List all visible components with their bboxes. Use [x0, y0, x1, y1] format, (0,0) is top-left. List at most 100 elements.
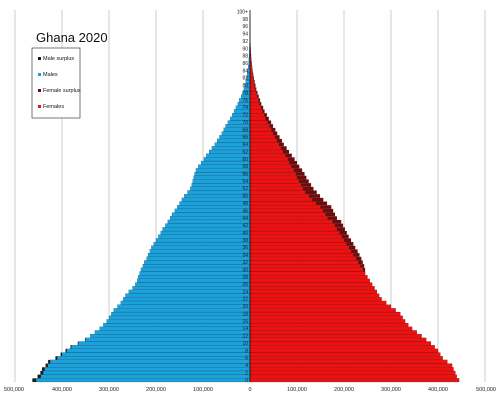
male-surplus-bar — [77, 341, 79, 346]
male-bar — [78, 341, 251, 346]
female-bar — [249, 278, 370, 283]
female-surplus-bar — [262, 109, 265, 114]
age-tick-label: 2 — [245, 370, 248, 376]
female-surplus-bar — [278, 142, 284, 147]
age-tick-label: 62 — [242, 149, 248, 155]
female-bar — [249, 149, 283, 154]
legend-label-female-surplus: Female surplus — [43, 88, 81, 94]
male-bar — [135, 282, 251, 287]
female-bar — [249, 282, 373, 287]
female-surplus-bar — [322, 208, 334, 213]
male-bar — [147, 253, 251, 257]
age-tick-label: 72 — [242, 113, 248, 119]
female-surplus-bar — [305, 190, 317, 195]
female-bar — [249, 238, 345, 243]
female-bar — [249, 227, 338, 232]
female-bar — [249, 378, 460, 383]
female-bar — [249, 245, 349, 250]
male-bar — [140, 267, 251, 272]
male-bar — [151, 245, 251, 250]
x-tick-label: 100,000 — [193, 387, 213, 393]
female-surplus-bar — [260, 105, 264, 110]
female-surplus-bar — [265, 116, 269, 121]
x-tick-label: 200,000 — [146, 387, 166, 393]
female-bar — [249, 322, 409, 327]
female-surplus-bar — [362, 267, 366, 272]
female-surplus-bar — [351, 249, 358, 254]
female-surplus-bar — [256, 91, 258, 95]
age-tick-label: 36 — [242, 245, 248, 251]
male-surplus-bar — [32, 378, 37, 382]
age-labels: 0246810121416182022242628303234363840424… — [237, 9, 248, 383]
female-bar — [249, 341, 432, 346]
age-tick-label: 16 — [242, 319, 248, 325]
female-bar — [249, 293, 380, 298]
female-surplus-bar — [293, 168, 303, 173]
gridlines — [14, 10, 486, 382]
female-bar — [249, 300, 387, 305]
female-surplus-bar — [308, 194, 321, 198]
female-bar — [249, 348, 439, 353]
age-tick-label: 98 — [242, 17, 248, 23]
female-bar — [249, 356, 443, 360]
female-bar — [249, 352, 441, 357]
female-bar — [249, 164, 292, 169]
female-bar — [249, 124, 270, 128]
female-surplus-bar — [287, 157, 295, 162]
male-bar — [174, 208, 251, 213]
age-tick-label: 10 — [242, 341, 248, 347]
age-tick-label: 4 — [245, 363, 248, 369]
male-surplus-bar — [55, 356, 58, 360]
female-bar — [249, 337, 427, 342]
male-surplus-bar — [70, 345, 72, 349]
legend-label-male-surplus: Male surplus — [43, 56, 74, 62]
male-surplus-bar — [45, 363, 48, 368]
female-surplus-bar — [341, 234, 349, 239]
female-surplus-bar — [312, 197, 324, 202]
male-bar — [99, 326, 251, 331]
female-surplus-bar — [252, 68, 253, 73]
female-bar — [249, 256, 356, 261]
female-bar — [249, 116, 266, 121]
male-bar — [94, 330, 251, 335]
female-bar — [249, 286, 375, 290]
male-bar — [171, 212, 251, 217]
female-bar — [249, 234, 342, 239]
age-tick-label: 8 — [245, 348, 248, 354]
female-bar — [249, 105, 261, 110]
male-bar — [177, 205, 251, 209]
x-tick-label: 200,000 — [334, 387, 354, 393]
female-bar — [249, 253, 354, 257]
age-tick-label: 38 — [242, 238, 248, 244]
female-surplus-bar — [339, 230, 347, 235]
female-surplus-bar — [344, 238, 352, 243]
female-surplus-bar — [327, 216, 337, 220]
female-bar — [249, 83, 255, 88]
female-surplus-bar — [271, 127, 276, 132]
age-tick-label: 18 — [242, 311, 248, 317]
female-bar — [249, 138, 277, 143]
age-tick-label: 92 — [242, 39, 248, 45]
female-bar — [249, 102, 260, 106]
female-bar — [249, 68, 253, 73]
male-bar — [160, 230, 251, 235]
male-surplus-bar — [42, 367, 45, 371]
female-surplus-bar — [276, 138, 282, 143]
male-bar — [108, 315, 251, 320]
female-bar — [249, 183, 301, 187]
x-tick-labels: 500,000 400,000 300,000 200,000 100,000 0 100,… — [4, 387, 496, 393]
female-bar — [249, 190, 306, 195]
male-bar — [184, 194, 251, 198]
age-tick-label: 6 — [245, 356, 248, 362]
age-tick-label: 80 — [242, 83, 248, 89]
male-bar — [66, 348, 251, 353]
male-surplus-bar — [60, 352, 62, 357]
female-surplus-bar — [358, 260, 363, 265]
female-bar — [249, 153, 286, 158]
male-bar — [144, 260, 251, 265]
female-bar — [249, 160, 290, 165]
female-surplus-bar — [285, 153, 292, 158]
legend-label-males: Males — [43, 72, 58, 78]
age-tick-label: 50 — [242, 194, 248, 200]
male-bar — [40, 374, 251, 379]
